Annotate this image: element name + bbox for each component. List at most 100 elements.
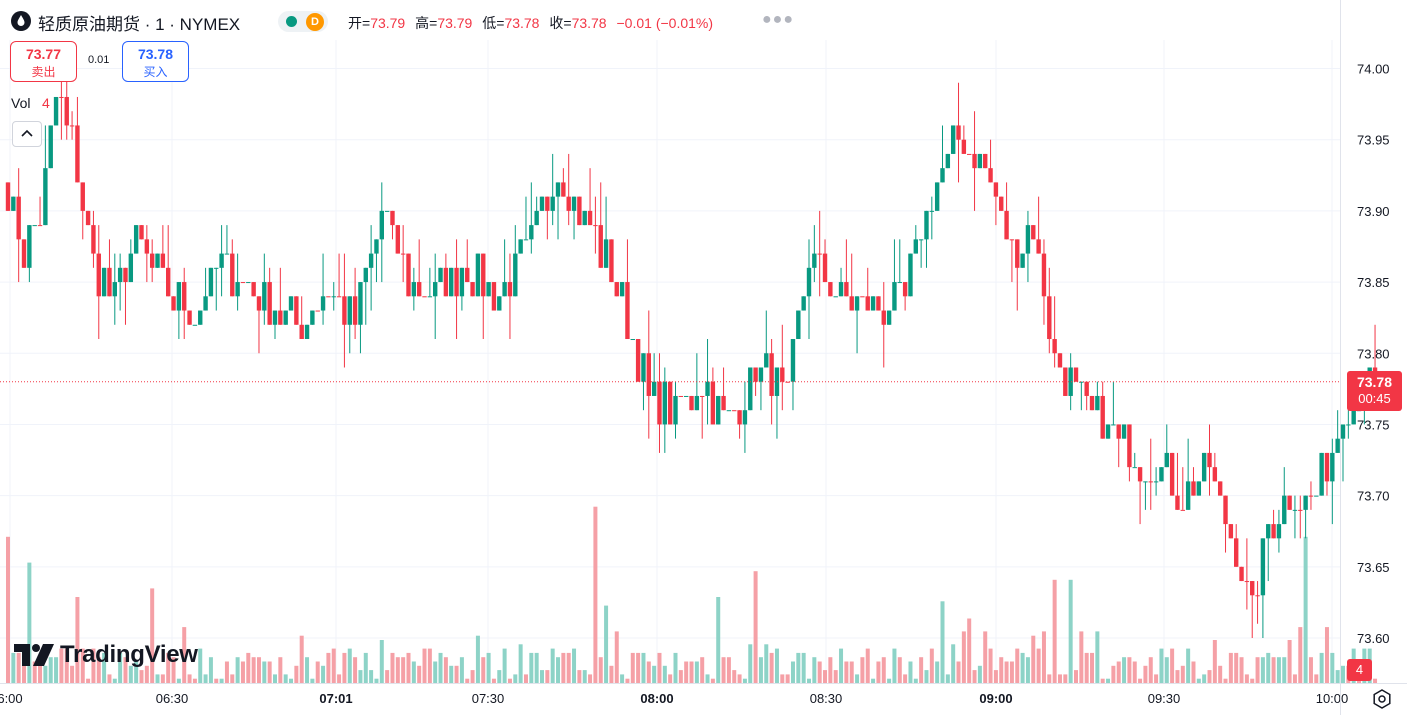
volume-bar [620, 674, 625, 683]
candle-body [1180, 509, 1185, 511]
volume-bar [240, 661, 245, 683]
market-status-pill[interactable]: D [278, 11, 328, 32]
candle-body [1148, 481, 1153, 483]
candle-body [593, 225, 598, 227]
candle-body [838, 282, 844, 297]
candle-body [950, 125, 956, 154]
volume-bar [1079, 631, 1084, 683]
candle-body [64, 96, 69, 126]
candle-body [732, 410, 737, 412]
close-label: 收= [549, 15, 572, 31]
tradingview-logo[interactable]: TradingView [14, 640, 198, 670]
volume-bar [422, 648, 427, 683]
candle-body [363, 267, 368, 283]
volume-bar [427, 648, 432, 683]
symbol-title[interactable]: 轻质原油期货 · 1 · NYMEX [38, 15, 241, 34]
candle-body [1031, 225, 1036, 240]
volume-bar [22, 652, 27, 683]
chart-settings-icon[interactable] [1371, 688, 1393, 710]
candle-body [635, 339, 641, 382]
volume-bar [1191, 661, 1196, 683]
volume-bar [961, 631, 966, 683]
more-dots-icon[interactable]: ●●● [762, 11, 794, 28]
candle-body [748, 367, 753, 411]
candle-body [91, 225, 96, 254]
volume-bar [1335, 670, 1340, 683]
volume-bar [465, 678, 470, 683]
candle-body [828, 282, 833, 297]
volume-bar [337, 674, 342, 683]
plot-area [0, 40, 1340, 683]
volume-legend-label[interactable]: Vol [11, 95, 31, 111]
volume-bar [1287, 640, 1292, 683]
candle-body [395, 225, 401, 254]
sell-button[interactable]: 73.77 卖出 [10, 41, 77, 82]
volume-bar [1154, 674, 1159, 683]
volume-bar [833, 670, 838, 683]
volume-bar [993, 670, 998, 683]
oil-drop-icon [11, 11, 31, 31]
candle-body [379, 210, 384, 240]
candle-body [1068, 367, 1073, 396]
candle-body [753, 367, 758, 382]
volume-bar [855, 674, 860, 683]
candle-body [37, 225, 43, 227]
buy-button[interactable]: 73.78 买入 [122, 41, 189, 82]
candle-body [1282, 495, 1287, 525]
volume-bar [1095, 631, 1100, 683]
candle-body [881, 310, 886, 325]
candle-body [1303, 495, 1308, 510]
candle-body [491, 282, 497, 311]
candle-body [433, 282, 438, 297]
candle-body [742, 410, 748, 425]
volume-bar [967, 618, 972, 683]
candle-body [192, 324, 198, 326]
candle-body [561, 182, 566, 197]
volume-bar [769, 652, 774, 683]
candle-body [710, 381, 716, 425]
volume-bar [1276, 657, 1281, 683]
candle-body [694, 395, 700, 411]
volume-bar [171, 657, 176, 683]
volume-bar [1143, 665, 1148, 683]
candle-body [1287, 495, 1292, 510]
candle-body [1079, 381, 1084, 383]
volume-bar [796, 652, 801, 683]
candle-body [945, 153, 951, 169]
candle-body [1276, 524, 1282, 539]
volume-bar [1330, 652, 1335, 683]
candle-body [844, 282, 849, 297]
volume-bar [1074, 670, 1078, 683]
volume-bar [144, 665, 149, 683]
candle-body [1164, 452, 1169, 468]
candle-body [251, 282, 256, 297]
volume-bar [390, 652, 395, 683]
candle-body [587, 210, 593, 226]
volume-bar [588, 674, 593, 683]
candle-body [1052, 339, 1057, 354]
candle-body [1137, 467, 1143, 482]
volume-bar [1036, 648, 1041, 683]
volume-bar [246, 652, 251, 683]
candle-body [272, 310, 278, 325]
volume-bar [892, 648, 897, 683]
volume-bar [353, 657, 358, 683]
volume-bar [801, 652, 806, 683]
volume-bar [208, 657, 213, 683]
collapse-legend-button[interactable] [12, 121, 42, 147]
volume-legend-value: 4 [42, 95, 50, 111]
volume-bar [1159, 648, 1164, 683]
volume-bar [823, 670, 828, 683]
candle-body [1100, 395, 1105, 439]
volume-bar [166, 652, 171, 683]
volume-bar [785, 674, 790, 683]
candle-body [149, 253, 155, 268]
volume-bar [1090, 652, 1095, 683]
volume-bar [1180, 665, 1185, 683]
volume-bar [1239, 657, 1244, 683]
volume-bar [1218, 665, 1223, 683]
volume-bar [1207, 670, 1212, 683]
volume-bar [1255, 657, 1260, 683]
volume-bar [123, 657, 128, 683]
